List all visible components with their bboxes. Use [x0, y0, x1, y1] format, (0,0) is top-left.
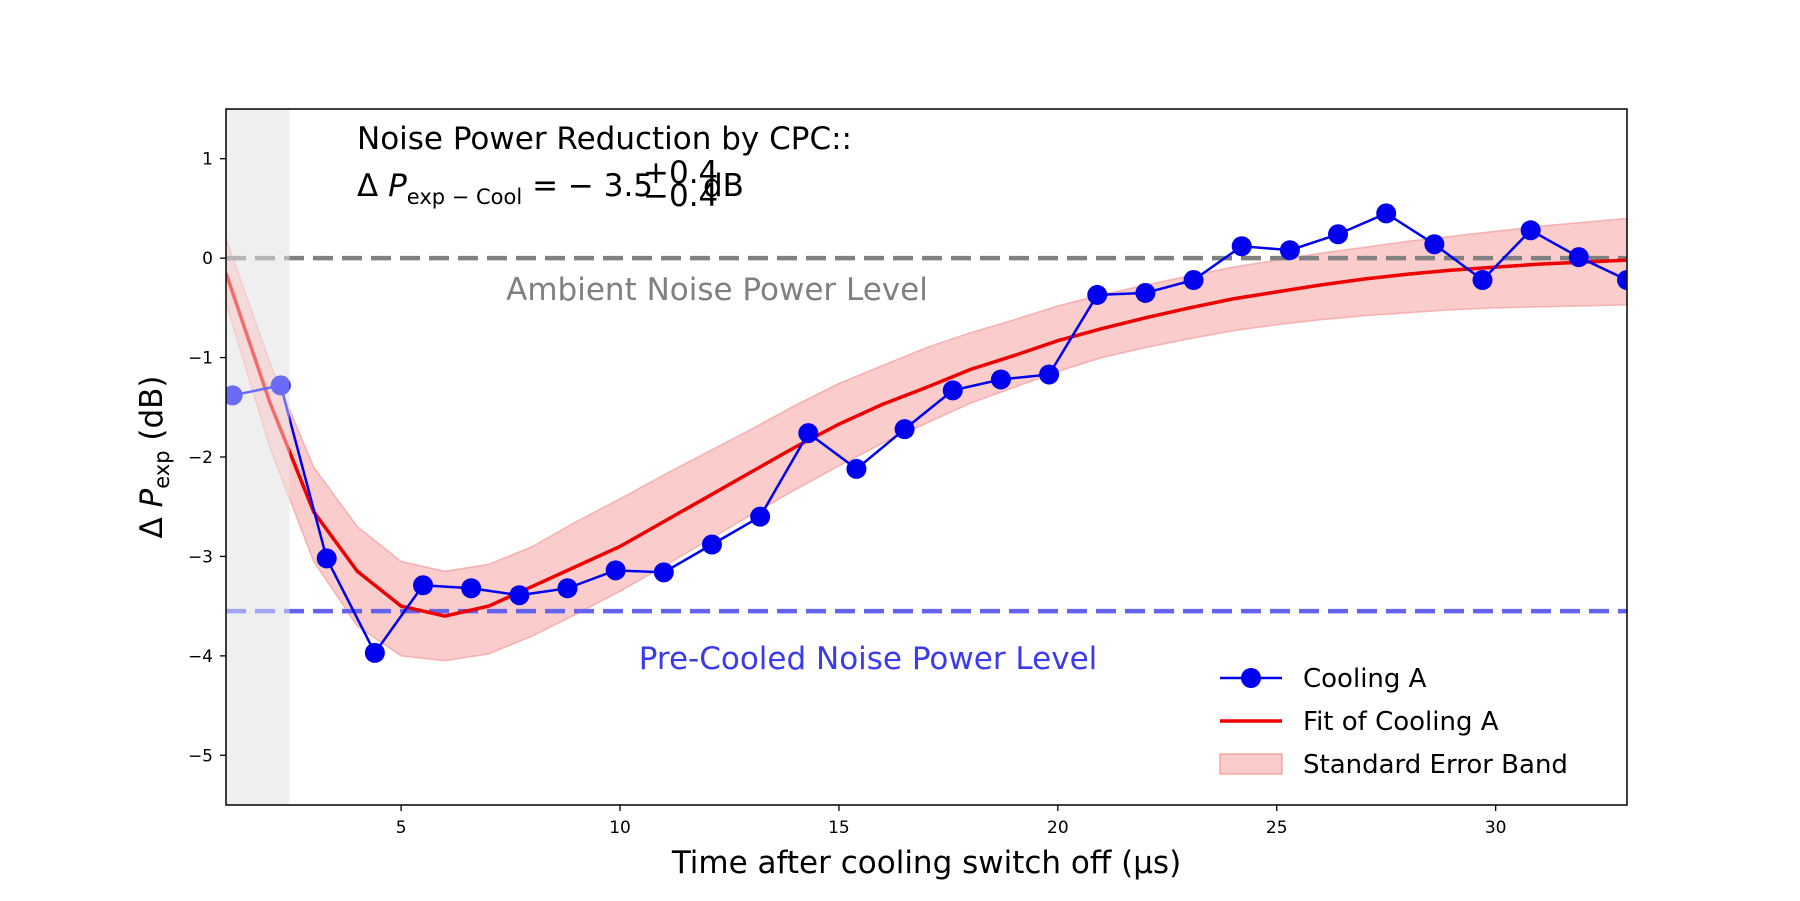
labels-layer: Time after cooling switch off (µs) Δ Pexp… [134, 121, 1181, 881]
series-segment [373, 584, 425, 654]
data-point [1472, 270, 1493, 291]
x-axis-label: Time after cooling switch off (µs) [671, 845, 1181, 881]
ambient-level-label: Ambient Noise Power Level [506, 272, 928, 308]
plot-frame [225, 108, 1628, 806]
plot-area [226, 109, 1627, 805]
legend-label-cooling: Cooling A [1303, 664, 1427, 694]
data-point [1520, 220, 1541, 241]
y-tick-label: 0 [202, 249, 213, 269]
data-point [750, 506, 771, 527]
fit-line [226, 258, 1627, 618]
y-tick-label: −1 [188, 349, 213, 369]
data-point [1279, 240, 1300, 261]
data-point [942, 380, 963, 401]
data-point [1183, 270, 1204, 291]
data-point [316, 548, 337, 569]
axes-layer: 5 10 15 20 25 30 −5 −4 −3 −2 −1 0 1 [188, 108, 1628, 838]
data-point [798, 423, 819, 444]
annotation-unit: dB [703, 168, 744, 204]
x-tick-label: 15 [828, 818, 850, 838]
series-segment [759, 432, 810, 518]
legend-label-fit: Fit of Cooling A [1303, 707, 1499, 737]
legend-label-band: Standard Error Band [1303, 750, 1568, 780]
data-point [413, 575, 434, 596]
precooled-level-label: Pre-Cooled Noise Power Level [639, 641, 1098, 677]
series-segment [325, 557, 376, 654]
series-segment [855, 428, 906, 470]
data-point [1039, 364, 1060, 385]
data-point [1135, 282, 1156, 303]
data-point [990, 369, 1011, 390]
annotation-sub: −0.4 [643, 178, 718, 214]
series-segment [1048, 294, 1099, 376]
annotation-formula: Δ Pexp − Cool = − 3.5 [357, 168, 653, 209]
legend: Cooling A Fit of Cooling A Standard Error … [1219, 664, 1568, 780]
legend-band-swatch [1219, 753, 1283, 775]
x-tick-label: 5 [396, 818, 407, 838]
annotation-title: Noise Power Reduction by CPC:: [357, 121, 852, 157]
data-point [1087, 284, 1108, 305]
data-point [1376, 203, 1397, 224]
data-point [557, 578, 578, 599]
data-point [701, 534, 722, 555]
series-segment [1481, 229, 1532, 281]
data-point [509, 585, 530, 606]
data-point [894, 419, 915, 440]
data-point [1424, 234, 1445, 255]
series-segment [903, 389, 954, 431]
series-segment [807, 432, 858, 470]
series-segment [279, 385, 328, 559]
data-point [1231, 236, 1252, 257]
data-point [846, 458, 867, 479]
y-tick-label: −4 [188, 647, 213, 667]
data-point [1568, 247, 1589, 268]
data-point [270, 375, 291, 396]
y-tick-label: −2 [188, 448, 213, 468]
y-tick-label: −5 [188, 746, 213, 766]
y-tick-label: −3 [188, 547, 213, 567]
shaded-region-overlay [226, 109, 290, 805]
data-point [364, 642, 385, 663]
data-point [605, 560, 626, 581]
data-point [226, 385, 243, 406]
y-axis-label: Δ Pexp (dB) [134, 375, 174, 538]
data-point [461, 578, 482, 599]
data-point [653, 562, 674, 583]
annotation-sup: +0.4 [643, 155, 718, 191]
x-tick-label: 30 [1485, 818, 1507, 838]
legend-marker-dot [1241, 668, 1261, 688]
x-tick-label: 20 [1047, 818, 1069, 838]
x-tick-label: 25 [1266, 818, 1288, 838]
y-tick-label: 1 [202, 150, 213, 170]
data-point [1328, 224, 1349, 245]
data-point [1617, 270, 1627, 291]
series-segment [1433, 243, 1484, 282]
x-tick-label: 10 [609, 818, 631, 838]
